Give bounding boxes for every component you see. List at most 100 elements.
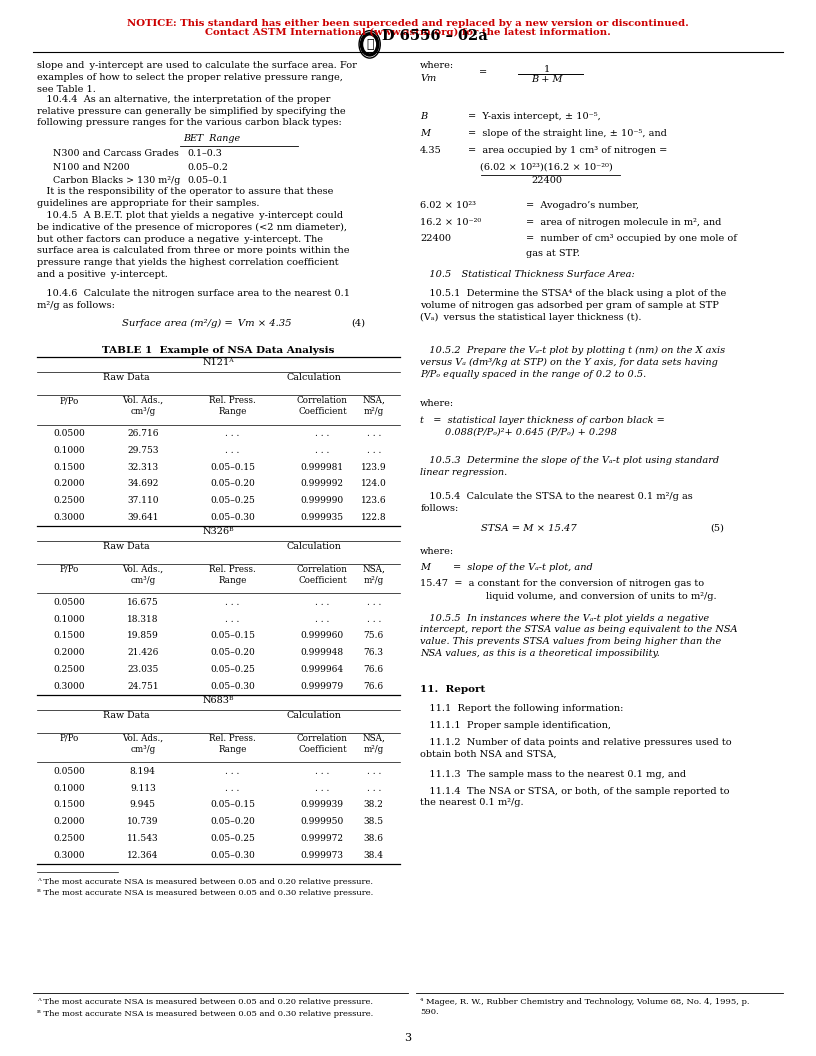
Text: N300 and Carcass Grades: N300 and Carcass Grades xyxy=(53,149,179,158)
Text: Vol. Ads.,
cm³/g: Vol. Ads., cm³/g xyxy=(122,734,163,754)
Text: ᴮ The most accurate NSA is measured between 0.05 and 0.30 relative pressure.: ᴮ The most accurate NSA is measured betw… xyxy=(37,889,373,898)
Text: 0.1000: 0.1000 xyxy=(54,446,85,455)
Text: Raw Data: Raw Data xyxy=(103,711,150,720)
Text: 22400: 22400 xyxy=(531,176,562,186)
Text: 0.2000: 0.2000 xyxy=(54,817,85,827)
Text: 0.1500: 0.1500 xyxy=(54,463,85,472)
Text: 0.2000: 0.2000 xyxy=(54,479,85,489)
Text: 0.999990: 0.999990 xyxy=(301,496,344,506)
Text: 0.05–0.30: 0.05–0.30 xyxy=(211,682,255,692)
Text: 0.05–0.25: 0.05–0.25 xyxy=(211,496,255,506)
Text: Calculation: Calculation xyxy=(286,542,342,551)
Text: 0.1500: 0.1500 xyxy=(54,800,85,810)
Text: . . .: . . . xyxy=(366,615,381,624)
Text: 0.0500: 0.0500 xyxy=(54,429,85,438)
Text: Calculation: Calculation xyxy=(286,711,342,720)
Text: Calculation: Calculation xyxy=(286,373,342,382)
Text: =  area of nitrogen molecule in m², and: = area of nitrogen molecule in m², and xyxy=(526,218,721,227)
Text: 8.194: 8.194 xyxy=(130,767,156,776)
Text: 76.6: 76.6 xyxy=(364,665,384,675)
Text: 10.4.5  A B.E.T. plot that yields a negative  y-intercept could
be indicative of: 10.4.5 A B.E.T. plot that yields a negat… xyxy=(37,211,349,279)
Text: . . .: . . . xyxy=(366,429,381,438)
Text: 32.313: 32.313 xyxy=(127,463,158,472)
Text: 0.999981: 0.999981 xyxy=(301,463,344,472)
Text: 0.3000: 0.3000 xyxy=(54,513,85,523)
Text: 11.  Report: 11. Report xyxy=(420,685,486,695)
Text: 39.641: 39.641 xyxy=(127,513,158,523)
Text: 0.3000: 0.3000 xyxy=(54,682,85,692)
Text: Vm: Vm xyxy=(420,74,437,82)
Text: STSA = M × 15.47: STSA = M × 15.47 xyxy=(481,524,577,533)
Text: . . .: . . . xyxy=(315,767,330,776)
Text: 76.6: 76.6 xyxy=(364,682,384,692)
Text: =  area occupied by 1 cm³ of nitrogen =: = area occupied by 1 cm³ of nitrogen = xyxy=(468,146,667,155)
Text: Surface area (m²/g) =  Vm × 4.35: Surface area (m²/g) = Vm × 4.35 xyxy=(122,319,292,328)
Text: 0.1–0.3: 0.1–0.3 xyxy=(188,149,223,158)
Text: 11.1.1  Proper sample identification,: 11.1.1 Proper sample identification, xyxy=(420,721,611,731)
Text: =  slope of the straight line, ± 10⁻⁵, and: = slope of the straight line, ± 10⁻⁵, an… xyxy=(468,129,667,138)
Text: ᴬ The most accurate NSA is measured between 0.05 and 0.20 relative pressure.: ᴬ The most accurate NSA is measured betw… xyxy=(37,878,373,886)
Text: 0.999964: 0.999964 xyxy=(301,665,344,675)
Text: 0.05–0.2: 0.05–0.2 xyxy=(188,163,228,172)
Text: 0.05–0.25: 0.05–0.25 xyxy=(211,834,255,844)
Text: 11.1.3  The sample mass to the nearest 0.1 mg, and: 11.1.3 The sample mass to the nearest 0.… xyxy=(420,770,686,779)
Text: 18.318: 18.318 xyxy=(127,615,158,624)
Text: B: B xyxy=(420,112,428,121)
Text: Correlation
Coefficient: Correlation Coefficient xyxy=(297,734,348,754)
Text: . . .: . . . xyxy=(225,598,240,607)
Text: 10.5.2  Prepare the Vₐ-t plot by plotting t (nm) on the X axis
versus Vₐ (dm³/kg: 10.5.2 Prepare the Vₐ-t plot by plotting… xyxy=(420,346,725,379)
Text: where:: where: xyxy=(420,547,455,557)
Text: D 6556 – 02a: D 6556 – 02a xyxy=(382,29,488,43)
Text: 10.4.6  Calculate the nitrogen surface area to the nearest 0.1
m²/g as follows:: 10.4.6 Calculate the nitrogen surface ar… xyxy=(37,289,350,310)
Text: . . .: . . . xyxy=(366,767,381,776)
Text: 34.692: 34.692 xyxy=(127,479,158,489)
Text: 0.05–0.20: 0.05–0.20 xyxy=(211,479,255,489)
Text: Correlation
Coefficient: Correlation Coefficient xyxy=(297,565,348,585)
Text: 0.05–0.15: 0.05–0.15 xyxy=(210,631,255,641)
Text: 0.0500: 0.0500 xyxy=(54,767,85,776)
Text: NSA,
m²/g: NSA, m²/g xyxy=(362,396,385,416)
Text: 10.4.4  As an alternative, the interpretation of the proper
relative pressure ca: 10.4.4 As an alternative, the interpreta… xyxy=(37,95,345,128)
Text: 10.5.5  In instances where the Vₐ-t plot yields a negative
intercept, report the: 10.5.5 In instances where the Vₐ-t plot … xyxy=(420,614,738,658)
Text: 0.05–0.20: 0.05–0.20 xyxy=(211,648,255,658)
Text: 0.05–0.20: 0.05–0.20 xyxy=(211,817,255,827)
Text: . . .: . . . xyxy=(366,598,381,607)
Text: 0.2500: 0.2500 xyxy=(54,496,85,506)
Text: t   =  statistical layer thickness of carbon black =
        0.088(P/Pₒ)²+ 0.645: t = statistical layer thickness of carbo… xyxy=(420,416,665,437)
Text: 29.753: 29.753 xyxy=(127,446,158,455)
Text: 0.05–0.30: 0.05–0.30 xyxy=(211,851,255,861)
Text: . . .: . . . xyxy=(225,784,240,793)
Text: 0.3000: 0.3000 xyxy=(54,851,85,861)
Text: 0.999973: 0.999973 xyxy=(301,851,344,861)
Text: 10.739: 10.739 xyxy=(127,817,158,827)
Text: 23.035: 23.035 xyxy=(127,665,158,675)
Text: =  number of cm³ occupied by one mole of: = number of cm³ occupied by one mole of xyxy=(526,234,737,244)
Text: gas at STP.: gas at STP. xyxy=(526,249,580,259)
Text: Correlation
Coefficient: Correlation Coefficient xyxy=(297,396,348,416)
Text: 38.4: 38.4 xyxy=(364,851,384,861)
Text: ᴬ The most accurate NSA is measured between 0.05 and 0.20 relative pressure.: ᴬ The most accurate NSA is measured betw… xyxy=(37,998,373,1006)
Text: 0.999960: 0.999960 xyxy=(301,631,344,641)
Text: 38.2: 38.2 xyxy=(364,800,384,810)
Text: =  slope of the Vₐ-t plot, and: = slope of the Vₐ-t plot, and xyxy=(453,563,592,572)
Text: 0.05–0.1: 0.05–0.1 xyxy=(188,176,228,186)
Text: where:: where: xyxy=(420,61,455,71)
Text: M: M xyxy=(420,129,430,138)
Text: 0.05–0.30: 0.05–0.30 xyxy=(211,513,255,523)
Text: NSA,
m²/g: NSA, m²/g xyxy=(362,734,385,754)
Text: liquid volume, and conversion of units to m²/g.: liquid volume, and conversion of units t… xyxy=(486,592,716,602)
Text: 11.1.2  Number of data points and relative pressures used to
obtain both NSA and: 11.1.2 Number of data points and relativ… xyxy=(420,738,732,759)
Text: 3: 3 xyxy=(405,1033,411,1042)
Text: Raw Data: Raw Data xyxy=(103,542,150,551)
Text: 0.999939: 0.999939 xyxy=(301,800,344,810)
Text: TABLE 1  Example of NSA Data Analysis: TABLE 1 Example of NSA Data Analysis xyxy=(102,346,335,356)
Text: 10.5.1  Determine the STSA⁴ of the black using a plot of the
volume of nitrogen : 10.5.1 Determine the STSA⁴ of the black … xyxy=(420,289,726,322)
Text: =  Avogadro’s number,: = Avogadro’s number, xyxy=(526,201,639,210)
Text: M: M xyxy=(420,563,430,572)
Text: 10.5.4  Calculate the STSA to the nearest 0.1 m²/g as
follows:: 10.5.4 Calculate the STSA to the nearest… xyxy=(420,492,693,513)
Text: . . .: . . . xyxy=(225,615,240,624)
Text: 75.6: 75.6 xyxy=(364,631,384,641)
Text: 122.8: 122.8 xyxy=(361,513,387,523)
Text: . . .: . . . xyxy=(366,446,381,455)
Text: ᴮ The most accurate NSA is measured between 0.05 and 0.30 relative pressure.: ᴮ The most accurate NSA is measured betw… xyxy=(37,1010,373,1018)
